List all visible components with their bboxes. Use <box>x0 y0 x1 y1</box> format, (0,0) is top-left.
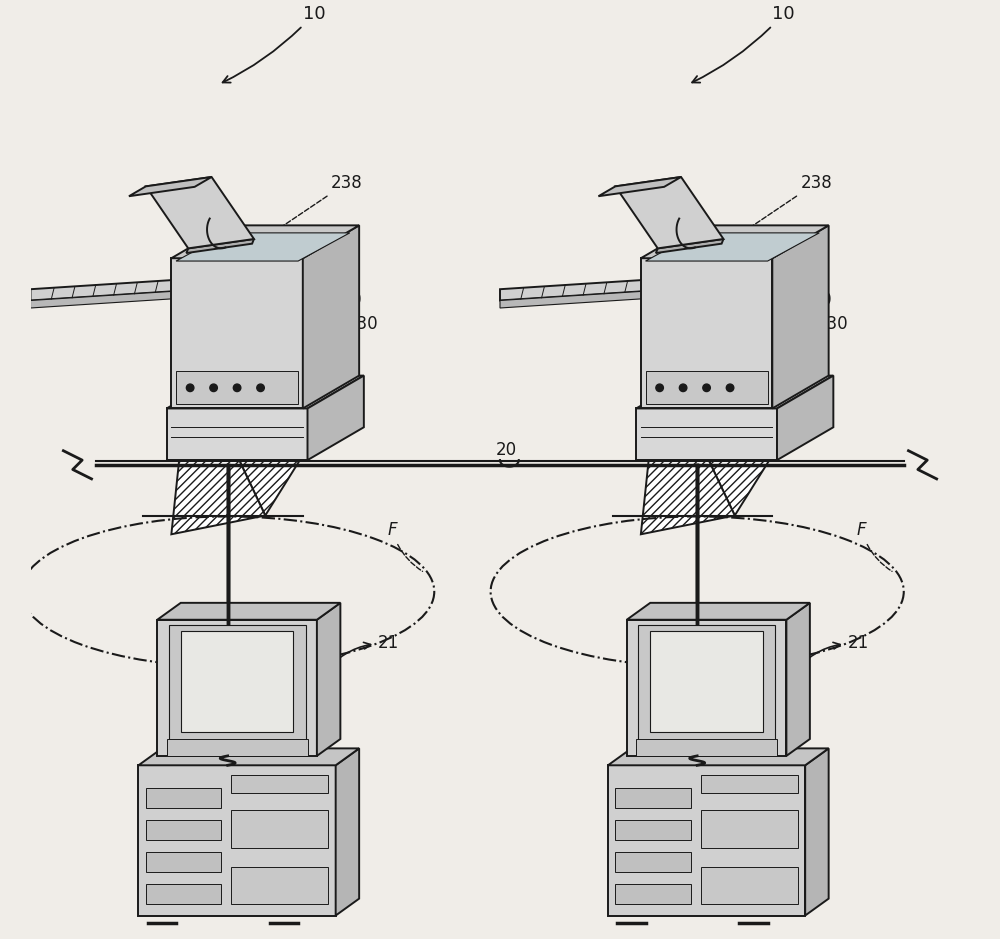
Text: 10: 10 <box>223 5 325 83</box>
Text: 28,30: 28,30 <box>800 315 848 332</box>
Polygon shape <box>636 376 833 408</box>
Polygon shape <box>146 852 221 872</box>
Polygon shape <box>608 765 805 916</box>
Polygon shape <box>615 884 691 904</box>
Polygon shape <box>805 748 829 916</box>
Polygon shape <box>138 748 359 765</box>
Polygon shape <box>176 371 298 404</box>
Polygon shape <box>701 775 798 793</box>
Polygon shape <box>167 408 308 460</box>
Polygon shape <box>650 632 763 732</box>
Polygon shape <box>638 625 775 745</box>
Polygon shape <box>608 748 829 765</box>
Polygon shape <box>308 376 364 460</box>
Polygon shape <box>641 258 772 408</box>
Polygon shape <box>777 376 833 460</box>
Text: 240: 240 <box>251 291 363 309</box>
Polygon shape <box>627 620 786 756</box>
Polygon shape <box>646 371 768 404</box>
Circle shape <box>210 384 217 392</box>
Polygon shape <box>129 177 212 196</box>
Polygon shape <box>167 376 364 408</box>
Polygon shape <box>636 739 777 756</box>
Polygon shape <box>146 177 254 249</box>
Circle shape <box>726 384 734 392</box>
Polygon shape <box>615 177 723 249</box>
Text: 238: 238 <box>729 174 832 241</box>
Circle shape <box>679 384 687 392</box>
Polygon shape <box>167 739 308 756</box>
Polygon shape <box>656 239 723 254</box>
Circle shape <box>656 384 663 392</box>
Polygon shape <box>231 867 328 904</box>
Text: 28,30: 28,30 <box>331 315 379 332</box>
Circle shape <box>233 384 241 392</box>
Polygon shape <box>627 603 810 620</box>
Text: 21: 21 <box>793 634 869 674</box>
Polygon shape <box>171 356 265 534</box>
Polygon shape <box>641 225 829 258</box>
Polygon shape <box>171 258 303 408</box>
Polygon shape <box>176 233 350 261</box>
Polygon shape <box>615 820 691 840</box>
Polygon shape <box>598 177 681 196</box>
Polygon shape <box>157 603 340 620</box>
Text: 10: 10 <box>692 5 795 83</box>
Polygon shape <box>701 867 798 904</box>
Polygon shape <box>169 625 306 745</box>
Polygon shape <box>171 225 359 258</box>
Text: N: N <box>725 606 738 623</box>
Polygon shape <box>181 632 293 732</box>
Polygon shape <box>660 356 782 516</box>
Polygon shape <box>336 748 359 916</box>
Polygon shape <box>615 852 691 872</box>
Polygon shape <box>31 280 176 300</box>
Polygon shape <box>231 775 328 793</box>
Text: 240: 240 <box>720 291 832 309</box>
Text: F: F <box>857 521 892 571</box>
Circle shape <box>703 384 710 392</box>
Polygon shape <box>138 765 336 916</box>
Text: 20: 20 <box>495 441 516 459</box>
Polygon shape <box>146 788 221 808</box>
Polygon shape <box>157 620 317 756</box>
Circle shape <box>257 384 264 392</box>
Polygon shape <box>500 280 646 300</box>
Polygon shape <box>317 603 340 756</box>
Polygon shape <box>231 810 328 848</box>
Polygon shape <box>31 291 176 308</box>
Polygon shape <box>701 810 798 848</box>
Polygon shape <box>186 239 254 254</box>
Polygon shape <box>786 603 810 756</box>
Text: 238: 238 <box>259 174 363 241</box>
Polygon shape <box>615 788 691 808</box>
Polygon shape <box>190 356 312 516</box>
Text: 21: 21 <box>323 634 399 674</box>
Polygon shape <box>146 820 221 840</box>
Polygon shape <box>772 225 829 408</box>
Polygon shape <box>500 291 646 308</box>
Polygon shape <box>303 225 359 408</box>
Polygon shape <box>636 408 777 460</box>
Text: N: N <box>256 606 268 623</box>
Circle shape <box>186 384 194 392</box>
Text: F: F <box>387 521 423 571</box>
Polygon shape <box>146 884 221 904</box>
Polygon shape <box>641 356 735 534</box>
Polygon shape <box>646 233 819 261</box>
